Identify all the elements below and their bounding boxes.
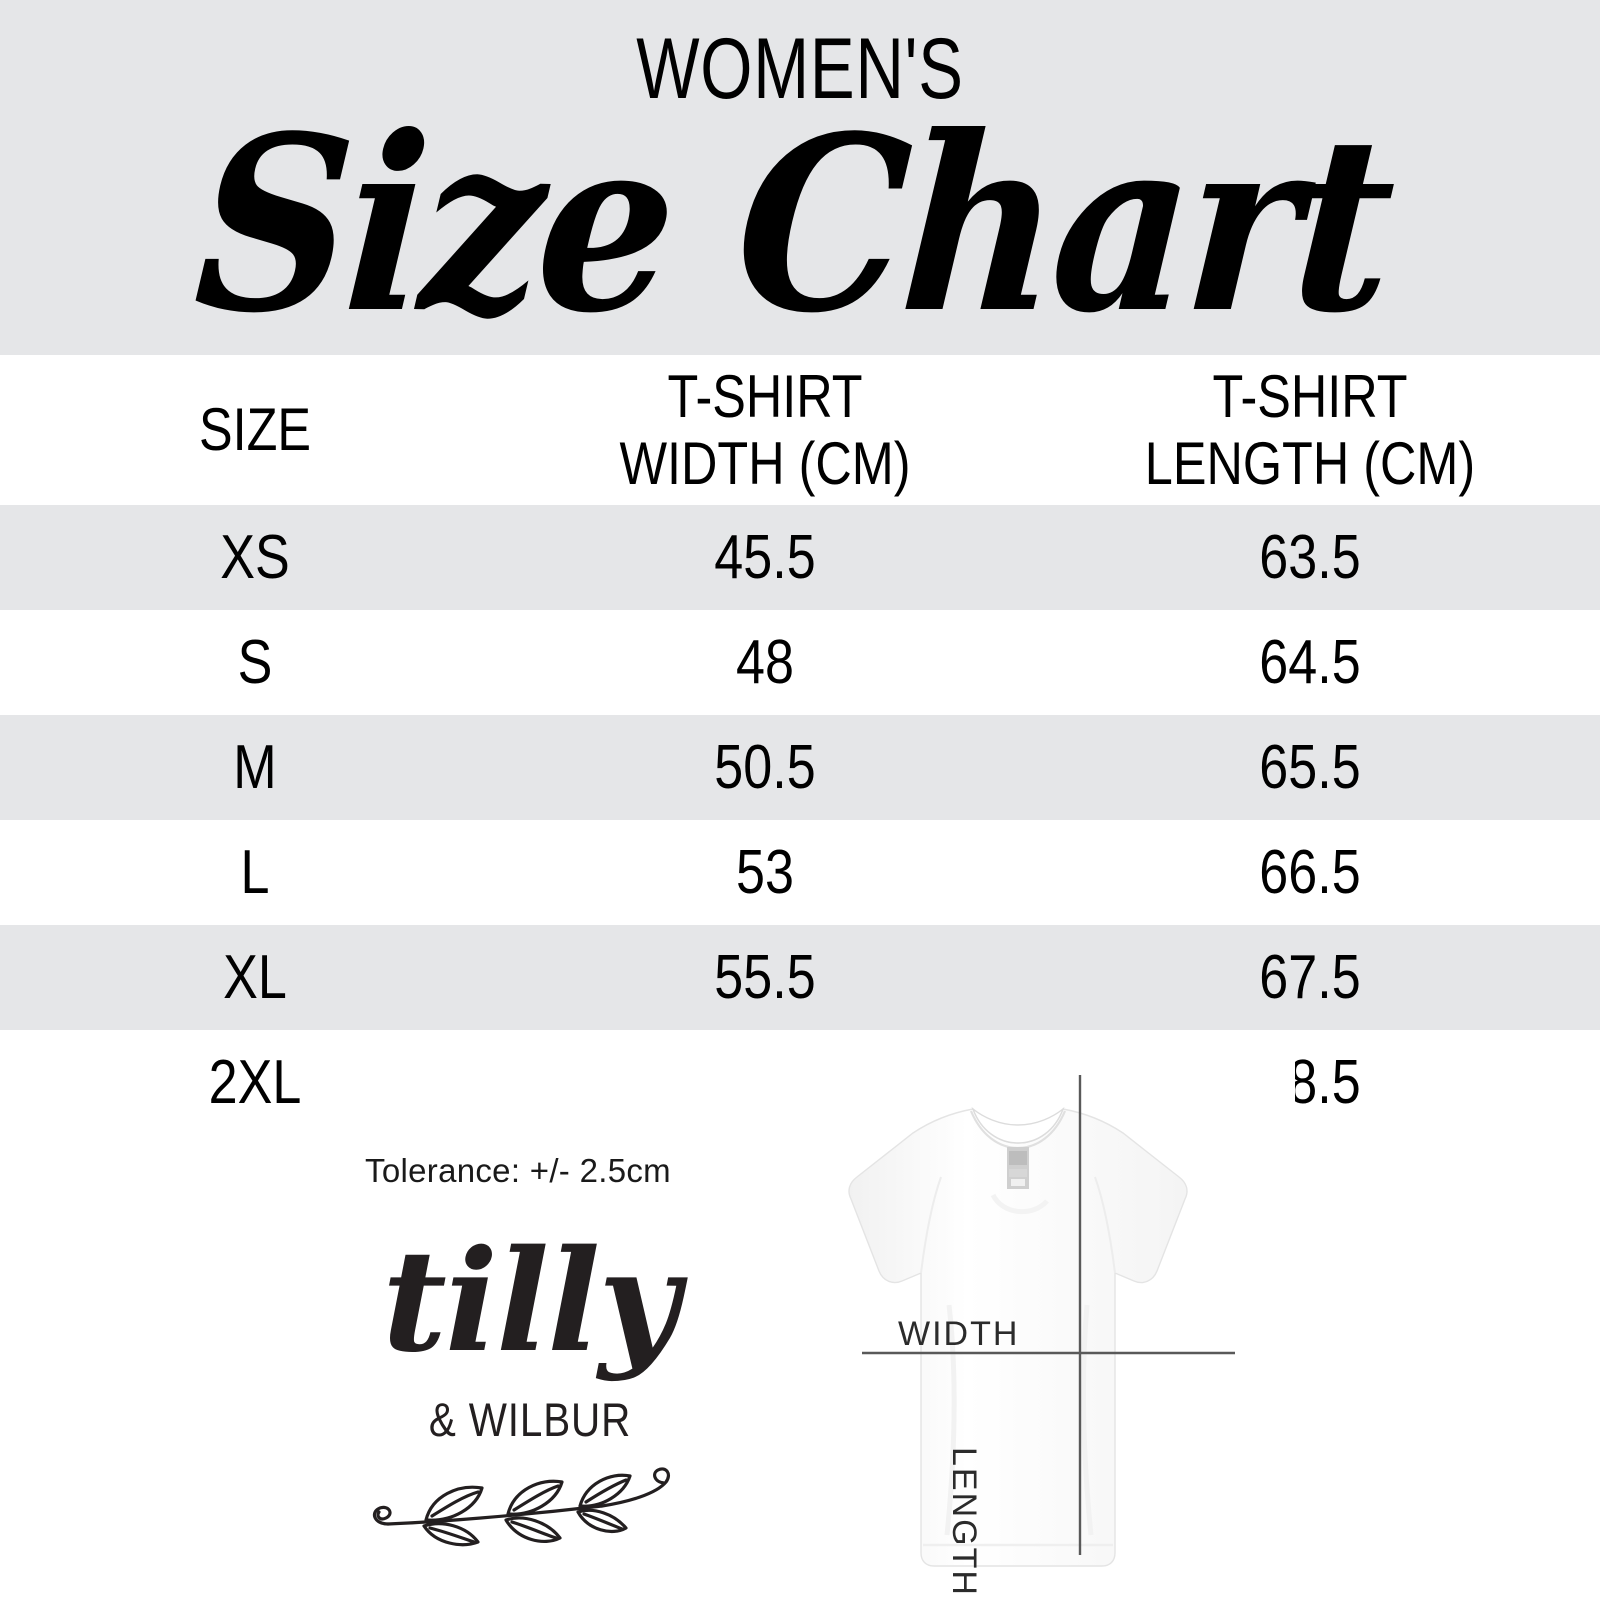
size-chart-table: SIZE T-SHIRT WIDTH (CM) T-SHIRT LENGTH (… bbox=[0, 355, 1600, 1135]
cell-size: L bbox=[240, 837, 270, 907]
cell-size: XL bbox=[223, 942, 287, 1012]
cell-size: M bbox=[233, 732, 277, 802]
page-kicker: WOMEN'S bbox=[636, 21, 964, 117]
brand-logo: tilly & WILBUR bbox=[330, 1222, 730, 1562]
cell-length: 63.5 bbox=[1259, 522, 1361, 592]
cell-width: 45.5 bbox=[714, 522, 816, 592]
length-measure-label: LENGTH bbox=[945, 1447, 983, 1597]
table-row: XS 45.5 63.5 bbox=[0, 505, 1600, 610]
cell-width: 55.5 bbox=[714, 942, 816, 1012]
table-row: M 50.5 65.5 bbox=[0, 715, 1600, 820]
brand-name-sub: & WILBUR bbox=[428, 1393, 632, 1446]
leaf-branch-icon bbox=[372, 1467, 671, 1547]
tshirt-measurement-image: WIDTH LENGTH bbox=[735, 1055, 1295, 1600]
cell-length: 66.5 bbox=[1259, 837, 1361, 907]
page-title: Size Chart bbox=[188, 82, 1397, 355]
header-band: WOMEN'S Size Chart bbox=[0, 0, 1600, 355]
cell-width: 48 bbox=[736, 627, 794, 697]
table-header-row: SIZE T-SHIRT WIDTH (CM) T-SHIRT LENGTH (… bbox=[0, 355, 1600, 505]
brand-name-script: tilly bbox=[382, 1220, 680, 1384]
table-row: L 53 66.5 bbox=[0, 820, 1600, 925]
width-measure-label: WIDTH bbox=[898, 1315, 1020, 1353]
cell-width: 53 bbox=[736, 837, 794, 907]
cell-width: 50.5 bbox=[714, 732, 816, 802]
cell-size: XS bbox=[220, 522, 290, 592]
cell-size: S bbox=[237, 627, 273, 697]
column-header-size: SIZE bbox=[198, 396, 312, 464]
cell-length: 67.5 bbox=[1259, 942, 1361, 1012]
cell-length: 64.5 bbox=[1259, 627, 1361, 697]
tolerance-note: Tolerance: +/- 2.5cm bbox=[365, 1152, 671, 1189]
table-row: S 48 64.5 bbox=[0, 610, 1600, 715]
cell-size: 2XL bbox=[208, 1047, 302, 1117]
tshirt-illustration-icon bbox=[848, 1075, 1235, 1567]
table-row: XL 55.5 67.5 bbox=[0, 925, 1600, 1030]
column-header-width: T-SHIRT WIDTH (CM) bbox=[619, 362, 911, 497]
column-header-length: T-SHIRT LENGTH (CM) bbox=[1144, 362, 1476, 497]
cell-length: 65.5 bbox=[1259, 732, 1361, 802]
